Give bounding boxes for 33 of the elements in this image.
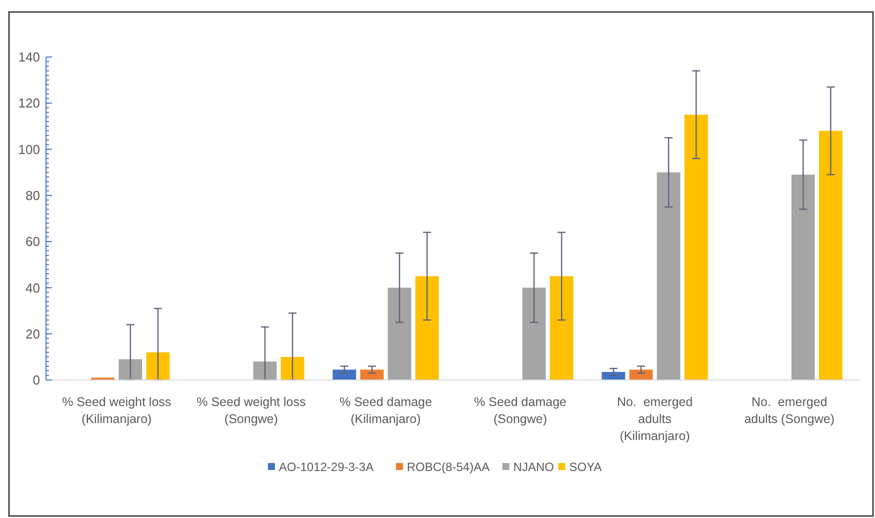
- bar: [388, 288, 412, 380]
- x-tick-label: No. emerged adults (Kilimanjaro): [616, 395, 693, 443]
- bar: [253, 362, 277, 380]
- legend-label: ROBC(8-54)AA: [406, 460, 490, 474]
- bar: [791, 174, 815, 380]
- legend-label: SOYA: [569, 460, 602, 474]
- y-tick-label: 20: [26, 326, 40, 342]
- y-tick-label: 0: [32, 372, 40, 388]
- bar: [629, 370, 653, 380]
- y-tick-label: 40: [26, 280, 40, 296]
- bar: [146, 352, 170, 380]
- y-tick-label: 100: [18, 142, 40, 157]
- bar: [818, 130, 842, 380]
- bar: [550, 276, 574, 380]
- x-tick-label: % Seed damage (Songwe): [474, 395, 567, 426]
- y-tick-label: 140: [18, 50, 40, 65]
- bar: [280, 356, 304, 380]
- legend-label: AO-1012-29-3-3A: [278, 460, 374, 474]
- x-tick-label: % Seed weight loss (Songwe): [196, 395, 306, 426]
- bar: [656, 172, 680, 380]
- bar: [522, 288, 546, 380]
- legend-label: NJANO: [513, 460, 554, 474]
- y-tick-label: 80: [26, 188, 40, 203]
- bar: [118, 359, 142, 380]
- bar: [360, 370, 384, 380]
- y-tick-label: 120: [18, 96, 40, 111]
- y-tick-label: 60: [26, 234, 40, 250]
- x-tick-label: % Seed damage (Kilimanjaro): [340, 395, 432, 426]
- bar: [684, 114, 708, 380]
- x-tick-label: No. emerged adults (Songwe): [744, 395, 835, 426]
- x-tick-label: % Seed weight loss (Kilimanjaro): [62, 395, 172, 426]
- bar: [415, 276, 439, 380]
- bar: [332, 370, 356, 380]
